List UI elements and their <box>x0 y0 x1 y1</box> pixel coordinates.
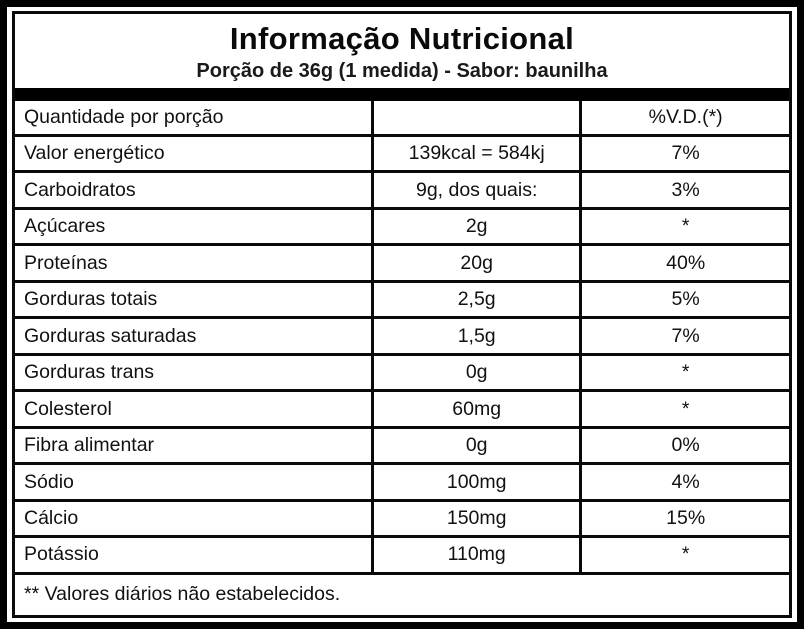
table-header-row: Quantidade por porção %V.D.(*) <box>15 100 789 136</box>
table-row: Açúcares 2g * <box>15 206 789 245</box>
table-row: Potássio 110mg * <box>15 535 789 574</box>
amount-cell: 0g <box>371 425 581 464</box>
amount-cell: 20g <box>371 243 581 282</box>
nutrient-name-cell: Potássio <box>15 535 373 574</box>
amount-cell: 110mg <box>371 535 581 574</box>
amount-cell: 1,5g <box>371 316 581 355</box>
label-subtitle: Porção de 36g (1 medida) - Sabor: baunil… <box>196 59 608 82</box>
dv-cell: 4% <box>579 462 789 501</box>
nutrient-name-cell: Açúcares <box>15 206 373 245</box>
dv-cell: * <box>579 206 789 245</box>
nutrient-name-cell: Gorduras saturadas <box>15 316 373 355</box>
nutrition-table-wrap: Quantidade por porção %V.D.(*) Valor ene… <box>15 100 789 615</box>
table-row: Sódio 100mg 4% <box>15 462 789 501</box>
table-row: Carboidratos 9g, dos quais: 3% <box>15 170 789 209</box>
amount-cell: 60mg <box>371 389 581 428</box>
nutrient-name-cell: Cálcio <box>15 498 373 537</box>
col-header-quantity: Quantidade por porção <box>24 105 224 128</box>
dv-cell: 5% <box>579 279 789 318</box>
col-header-dv: %V.D.(*) <box>579 100 789 136</box>
nutrient-name-cell: Gorduras trans <box>15 352 373 391</box>
dv-cell: 7% <box>579 316 789 355</box>
dv-cell: * <box>579 352 789 391</box>
label-title: Informação Nutricional <box>229 21 575 56</box>
dv-cell: * <box>579 389 789 428</box>
label-header: Informação Nutricional Porção de 36g (1 … <box>15 14 789 101</box>
nutrient-name-cell: Fibra alimentar <box>15 425 373 464</box>
col-header-amount <box>371 100 581 136</box>
table-row: Valor energético 139kcal = 584kj 7% <box>15 133 789 172</box>
nutrient-name-cell: Proteínas <box>15 243 373 282</box>
dv-cell: 40% <box>579 243 789 282</box>
dv-cell: 15% <box>579 498 789 537</box>
footnote-row: ** Valores diários não estabelecidos. <box>15 571 789 615</box>
amount-cell: 2g <box>371 206 581 245</box>
nutrient-name-cell: Colesterol <box>15 389 373 428</box>
amount-cell: 9g, dos quais: <box>371 170 581 209</box>
amount-cell: 2,5g <box>371 279 581 318</box>
nutrient-name-cell: Valor energético <box>15 133 373 172</box>
table-row: Gorduras trans 0g * <box>15 352 789 391</box>
dv-cell: * <box>579 535 789 574</box>
table-row: Cálcio 150mg 15% <box>15 498 789 537</box>
nutrient-name-cell: Gorduras totais <box>15 279 373 318</box>
amount-cell: 150mg <box>371 498 581 537</box>
amount-cell: 100mg <box>371 462 581 501</box>
table-row: Gorduras saturadas 1,5g 7% <box>15 316 789 355</box>
amount-cell: 139kcal = 584kj <box>371 133 581 172</box>
amount-cell: 0g <box>371 352 581 391</box>
table-row: Proteínas 20g 40% <box>15 243 789 282</box>
dv-cell: 7% <box>579 133 789 172</box>
nutrient-name-cell: Sódio <box>15 462 373 501</box>
table-row: Gorduras totais 2,5g 5% <box>15 279 789 318</box>
table-row: Colesterol 60mg * <box>15 389 789 428</box>
table-row: Fibra alimentar 0g 0% <box>15 425 789 464</box>
dv-cell: 3% <box>579 170 789 209</box>
nutrition-table: Quantidade por porção %V.D.(*) Valor ene… <box>15 100 789 615</box>
nutrient-name-cell: Carboidratos <box>15 170 373 209</box>
footnote: ** Valores diários não estabelecidos. <box>15 571 789 615</box>
dv-cell: 0% <box>579 425 789 464</box>
nutrition-label-inner: Informação Nutricional Porção de 36g (1 … <box>12 11 792 618</box>
